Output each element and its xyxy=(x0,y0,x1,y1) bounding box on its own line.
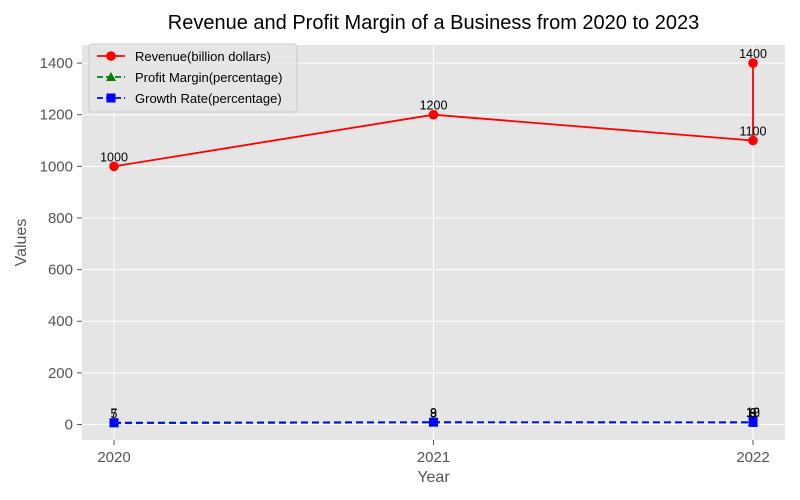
data-label: 1000 xyxy=(100,150,128,164)
series-line xyxy=(113,63,754,168)
data-label: 1100 xyxy=(740,125,767,139)
data-point xyxy=(748,58,758,68)
data-label: 5 xyxy=(111,407,118,421)
data-label: 9 xyxy=(430,406,437,420)
data-point xyxy=(748,416,758,426)
y-tick-label: 800 xyxy=(48,210,73,227)
x-tick-label: 2020 xyxy=(97,449,130,466)
legend-marker xyxy=(106,51,116,61)
y-axis-ticks: 0 200 400 600 800 1000 1200 1400 xyxy=(40,55,82,434)
y-tick-label: 1000 xyxy=(40,158,73,175)
data-point xyxy=(109,161,119,172)
legend: Revenue(billion dollars) Profit Margin(pe… xyxy=(88,43,298,113)
legend-item: Revenue(billion dollars) xyxy=(97,49,271,64)
data-label: 1200 xyxy=(420,99,448,113)
data-point xyxy=(429,417,438,427)
legend-marker xyxy=(106,93,116,103)
data-label: 8 xyxy=(750,406,757,420)
legend-box xyxy=(88,43,298,113)
y-tick-label: 1200 xyxy=(40,107,73,124)
y-tick-label: 200 xyxy=(48,365,73,382)
data-label: 12 xyxy=(746,405,760,419)
data-label: 10 xyxy=(746,406,760,420)
data-label: 9 xyxy=(750,406,757,420)
data-point xyxy=(748,135,758,146)
legend-marker xyxy=(106,72,116,81)
data-label: 7 xyxy=(111,407,118,421)
legend-label: Growth Rate(percentage) xyxy=(135,91,282,106)
series-growth-rate-percentage xyxy=(109,416,758,428)
y-tick-label: 1400 xyxy=(40,55,73,72)
data-point xyxy=(428,109,439,120)
series-revenue-billion-dollars xyxy=(109,58,758,172)
legend-item: Growth Rate(percentage) xyxy=(97,91,282,106)
x-tick-label: 2021 xyxy=(417,449,450,466)
series-layer xyxy=(109,58,758,428)
y-tick-label: 400 xyxy=(48,313,73,330)
data-label: 1400 xyxy=(739,47,767,61)
data-label: 8 xyxy=(430,406,437,420)
y-axis-label: Values xyxy=(13,219,30,267)
x-tick-label: 2022 xyxy=(736,449,769,466)
x-axis-ticks: 2020 2021 2022 xyxy=(97,440,770,466)
legend-item: Profit Margin(percentage) xyxy=(97,70,282,85)
chart-title: Revenue and Profit Margin of a Business … xyxy=(168,12,699,34)
y-tick-label: 0 xyxy=(65,417,73,434)
data-point xyxy=(109,418,119,428)
y-tick-label: 600 xyxy=(48,262,73,279)
legend-label: Revenue(billion dollars) xyxy=(135,49,271,64)
legend-label: Profit Margin(percentage) xyxy=(135,70,282,85)
x-axis-label: Year xyxy=(417,469,450,486)
